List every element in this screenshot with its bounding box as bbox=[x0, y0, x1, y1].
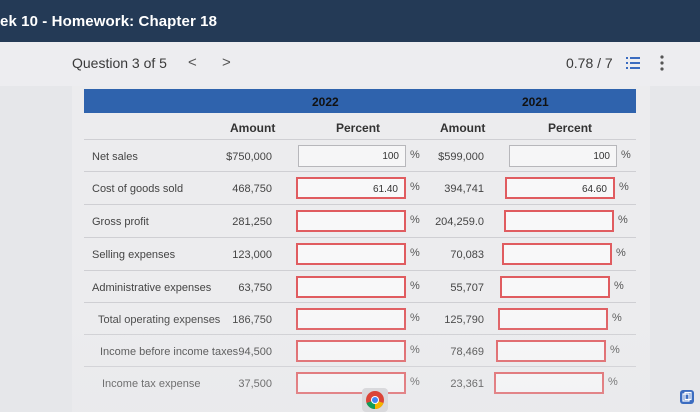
table-row: Income tax expense 37,500 % 23,361 % bbox=[84, 368, 636, 398]
chrome-icon[interactable] bbox=[362, 388, 388, 412]
list-icon[interactable] bbox=[626, 57, 640, 69]
percent-2021-input[interactable] bbox=[500, 276, 610, 298]
amount-2021-cell: 78,469 bbox=[450, 346, 484, 358]
row-divider bbox=[84, 302, 636, 303]
percent-2021-input[interactable] bbox=[498, 308, 608, 330]
next-question-button[interactable]: > bbox=[222, 54, 231, 71]
percent-2022-input[interactable] bbox=[296, 308, 406, 330]
row-divider bbox=[84, 237, 636, 238]
amount-2022-cell: 123,000 bbox=[232, 249, 272, 261]
amount-2021-cell: 125,790 bbox=[444, 314, 484, 326]
percent-2022-input[interactable] bbox=[296, 276, 406, 298]
percent-sign: % bbox=[610, 344, 620, 356]
row-divider bbox=[84, 270, 636, 271]
previous-question-button[interactable]: < bbox=[188, 54, 197, 71]
percent-2022-input[interactable] bbox=[296, 340, 406, 362]
question-bar: Question 3 of 5 < > 0.78 / 7 bbox=[0, 42, 700, 86]
amount-2022-cell: 468,750 bbox=[232, 183, 272, 195]
amount-2021-cell: 23,361 bbox=[450, 378, 484, 390]
percent-2022-header: Percent bbox=[336, 121, 381, 135]
row-label: Gross profit bbox=[92, 216, 149, 228]
amount-2021-cell: 55,707 bbox=[450, 282, 484, 294]
percent-2022-input[interactable]: 100 bbox=[298, 145, 406, 167]
percent-sign: % bbox=[410, 344, 420, 356]
percent-sign: % bbox=[410, 149, 420, 161]
percent-2022-input[interactable] bbox=[296, 210, 406, 232]
copy-icon[interactable] bbox=[680, 390, 694, 404]
table-row: Cost of goods sold 468,750 61.40 % 394,7… bbox=[84, 173, 636, 203]
amount-2022-cell: 281,250 bbox=[232, 216, 272, 228]
percent-sign: % bbox=[612, 312, 622, 324]
amount-2022-cell: 37,500 bbox=[238, 378, 272, 390]
amount-2021-cell: 70,083 bbox=[450, 249, 484, 261]
amount-2021-header: Amount bbox=[440, 121, 486, 135]
row-label: Selling expenses bbox=[92, 249, 176, 261]
percent-sign: % bbox=[619, 181, 629, 193]
percent-2022-input[interactable]: 61.40 bbox=[296, 177, 406, 199]
percent-sign: % bbox=[410, 280, 420, 292]
percent-sign: % bbox=[410, 181, 420, 193]
row-divider bbox=[84, 171, 636, 172]
percent-2021-input[interactable] bbox=[504, 210, 614, 232]
amount-2022-cell: $750,000 bbox=[226, 151, 272, 163]
percent-sign: % bbox=[608, 376, 618, 388]
row-label: Income before income taxes bbox=[100, 346, 239, 358]
row-divider bbox=[84, 334, 636, 335]
percent-2021-input[interactable]: 64.60 bbox=[505, 177, 615, 199]
percent-sign: % bbox=[616, 247, 626, 259]
table-row: Gross profit 281,250 % 204,259.0 % bbox=[84, 206, 636, 236]
row-label: Net sales bbox=[92, 151, 138, 163]
row-divider bbox=[84, 204, 636, 205]
amount-2021-cell: 204,259.0 bbox=[435, 216, 484, 228]
percent-2022-input[interactable] bbox=[296, 243, 406, 265]
row-divider bbox=[84, 366, 636, 367]
amount-2021-cell: $599,000 bbox=[438, 151, 484, 163]
percent-2021-input[interactable]: 100 bbox=[509, 145, 617, 167]
row-label: Administrative expenses bbox=[92, 282, 212, 294]
percent-sign: % bbox=[621, 149, 631, 161]
table-row: Selling expenses 123,000 % 70,083 % bbox=[84, 239, 636, 269]
more-vertical-icon[interactable] bbox=[660, 55, 664, 71]
table-row: Net sales $750,000 100 % $599,000 100 % bbox=[84, 141, 636, 171]
percent-sign: % bbox=[410, 312, 420, 324]
percent-sign: % bbox=[618, 214, 628, 226]
percent-sign: % bbox=[410, 214, 420, 226]
amount-2022-cell: 186,750 bbox=[232, 314, 272, 326]
row-label: Income tax expense bbox=[102, 378, 201, 390]
year-2022-heading: 2022 bbox=[312, 95, 339, 109]
percent-sign: % bbox=[410, 376, 420, 388]
amount-2022-cell: 94,500 bbox=[238, 346, 272, 358]
amount-2022-header: Amount bbox=[230, 121, 276, 135]
percent-2022-input[interactable] bbox=[296, 372, 406, 394]
score-display: 0.78 / 7 bbox=[566, 55, 613, 71]
percent-sign: % bbox=[614, 280, 624, 292]
percent-2021-input[interactable] bbox=[502, 243, 612, 265]
table-row: Income before income taxes 94,500 % 78,4… bbox=[84, 336, 636, 366]
assignment-title: ek 10 - Homework: Chapter 18 bbox=[0, 13, 218, 30]
percent-2021-input[interactable] bbox=[496, 340, 606, 362]
table-row: Administrative expenses 63,750 % 55,707 … bbox=[84, 272, 636, 302]
year-2021-heading: 2021 bbox=[522, 95, 549, 109]
amount-2021-cell: 394,741 bbox=[444, 183, 484, 195]
question-label: Question 3 of 5 bbox=[72, 55, 167, 71]
percent-2021-header: Percent bbox=[548, 121, 593, 135]
top-bar: ek 10 - Homework: Chapter 18 bbox=[0, 0, 700, 42]
amount-2022-cell: 63,750 bbox=[238, 282, 272, 294]
year-header-band: 2022 2021 bbox=[84, 89, 636, 113]
row-label: Total operating expenses bbox=[98, 314, 221, 326]
percent-sign: % bbox=[410, 247, 420, 259]
header-divider bbox=[84, 139, 636, 140]
table-row: Total operating expenses 186,750 % 125,7… bbox=[84, 304, 636, 334]
percent-2021-input[interactable] bbox=[494, 372, 604, 394]
row-label: Cost of goods sold bbox=[92, 183, 184, 195]
